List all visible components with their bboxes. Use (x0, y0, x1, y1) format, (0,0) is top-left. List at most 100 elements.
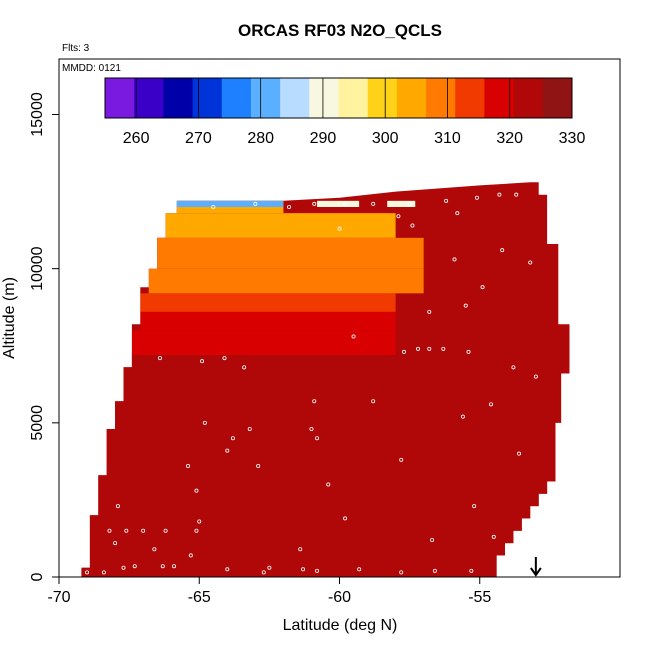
colorbar-segment (105, 78, 135, 118)
sample-point (430, 538, 435, 543)
sample-point (343, 201, 348, 206)
colorbar-tick-label: 270 (185, 130, 212, 147)
value-cell (157, 237, 424, 269)
sample-point (561, 241, 566, 246)
sample-point (469, 568, 474, 573)
sample-point (194, 528, 199, 533)
sample-point (225, 448, 230, 453)
y-tick-label: 15000 (29, 92, 46, 137)
sample-point (427, 309, 432, 314)
value-cell (81, 355, 570, 577)
value-cell (131, 330, 396, 355)
sample-point (511, 365, 516, 370)
sample-point (547, 223, 552, 228)
sample-point (121, 565, 126, 570)
sample-point (500, 567, 505, 572)
sample-point (351, 334, 356, 339)
sample-point (253, 201, 258, 206)
sample-point (399, 570, 404, 575)
y-axis: 0 5000 10000 15000 (29, 92, 59, 581)
sample-point (222, 356, 227, 361)
value-cell (148, 268, 424, 294)
sample-point (441, 346, 446, 351)
sample-point (261, 570, 266, 575)
colorbar-tick-label: 290 (310, 130, 337, 147)
colorbar-segment (221, 78, 252, 118)
x-tick-label: -55 (468, 589, 491, 606)
sample-point (312, 201, 317, 206)
x-axis-label: Latitude (deg N) (283, 617, 398, 634)
sample-point (455, 211, 460, 216)
colorbar-tick-label: 320 (496, 130, 523, 147)
value-cell (140, 293, 396, 312)
sample-point (172, 564, 177, 569)
sample-point (247, 426, 252, 431)
sample-point (326, 482, 331, 487)
sample-point (101, 570, 106, 575)
sample-point (466, 349, 471, 354)
position-marker (530, 557, 542, 577)
sample-point (410, 223, 415, 228)
colorbar-frame (104, 77, 573, 119)
sample-point (163, 528, 168, 533)
sample-point (124, 528, 129, 533)
sample-points (85, 192, 566, 575)
sample-point (301, 567, 306, 572)
sample-point (407, 201, 412, 206)
value-layers (81, 200, 570, 577)
sample-point (371, 201, 376, 206)
colorbar-segment (280, 78, 310, 118)
colorbar-segment (309, 78, 339, 118)
flights-note: Flts: 3 (62, 43, 90, 54)
colorbar-tick-label: 300 (372, 130, 399, 147)
sample-point (115, 504, 120, 509)
y-tick-label: 5000 (29, 405, 46, 441)
sample-point (315, 568, 320, 573)
value-cell (174, 200, 284, 207)
sample-point (113, 541, 118, 546)
sample-point (315, 436, 320, 441)
value-cell (165, 213, 396, 238)
colorbar-segment (396, 78, 427, 118)
value-cell (140, 311, 396, 331)
sample-point (309, 426, 314, 431)
colorbar-segment (426, 78, 456, 118)
sample-point (211, 204, 216, 209)
sample-point (444, 198, 449, 203)
sample-point (371, 399, 376, 404)
sample-point (357, 567, 362, 572)
x-tick-label: -70 (47, 589, 70, 606)
sample-point (160, 564, 165, 569)
y-axis-label: Altitude (m) (1, 277, 18, 359)
sample-point (200, 359, 205, 364)
sample-point (256, 463, 261, 468)
sample-point (528, 260, 533, 265)
sample-point (267, 565, 272, 570)
sample-point (416, 346, 421, 351)
sample-point (460, 414, 465, 419)
colorbar-segment (134, 78, 164, 118)
colorbar-tick-label: 330 (559, 130, 586, 147)
sample-point (337, 226, 342, 231)
sample-point (463, 303, 468, 308)
sample-point (152, 547, 157, 552)
value-cell (387, 200, 416, 207)
x-tick-label: -65 (188, 589, 211, 606)
colorbar-segment (163, 78, 194, 118)
sample-point (287, 204, 292, 209)
sample-point (85, 570, 90, 575)
sample-point (157, 356, 162, 361)
x-axis: -70 -65 -60 -55 (47, 577, 491, 606)
sample-point (132, 564, 137, 569)
sample-point (533, 374, 538, 379)
sample-point (491, 534, 496, 539)
sample-point (452, 257, 457, 262)
data-layer (81, 182, 570, 577)
colorbar-segment (338, 78, 369, 118)
sample-point (197, 519, 202, 524)
sample-point (298, 547, 303, 552)
colorbar-segment (542, 78, 573, 118)
colorbar-segment (484, 78, 515, 118)
y-tick-label: 10000 (29, 246, 46, 291)
